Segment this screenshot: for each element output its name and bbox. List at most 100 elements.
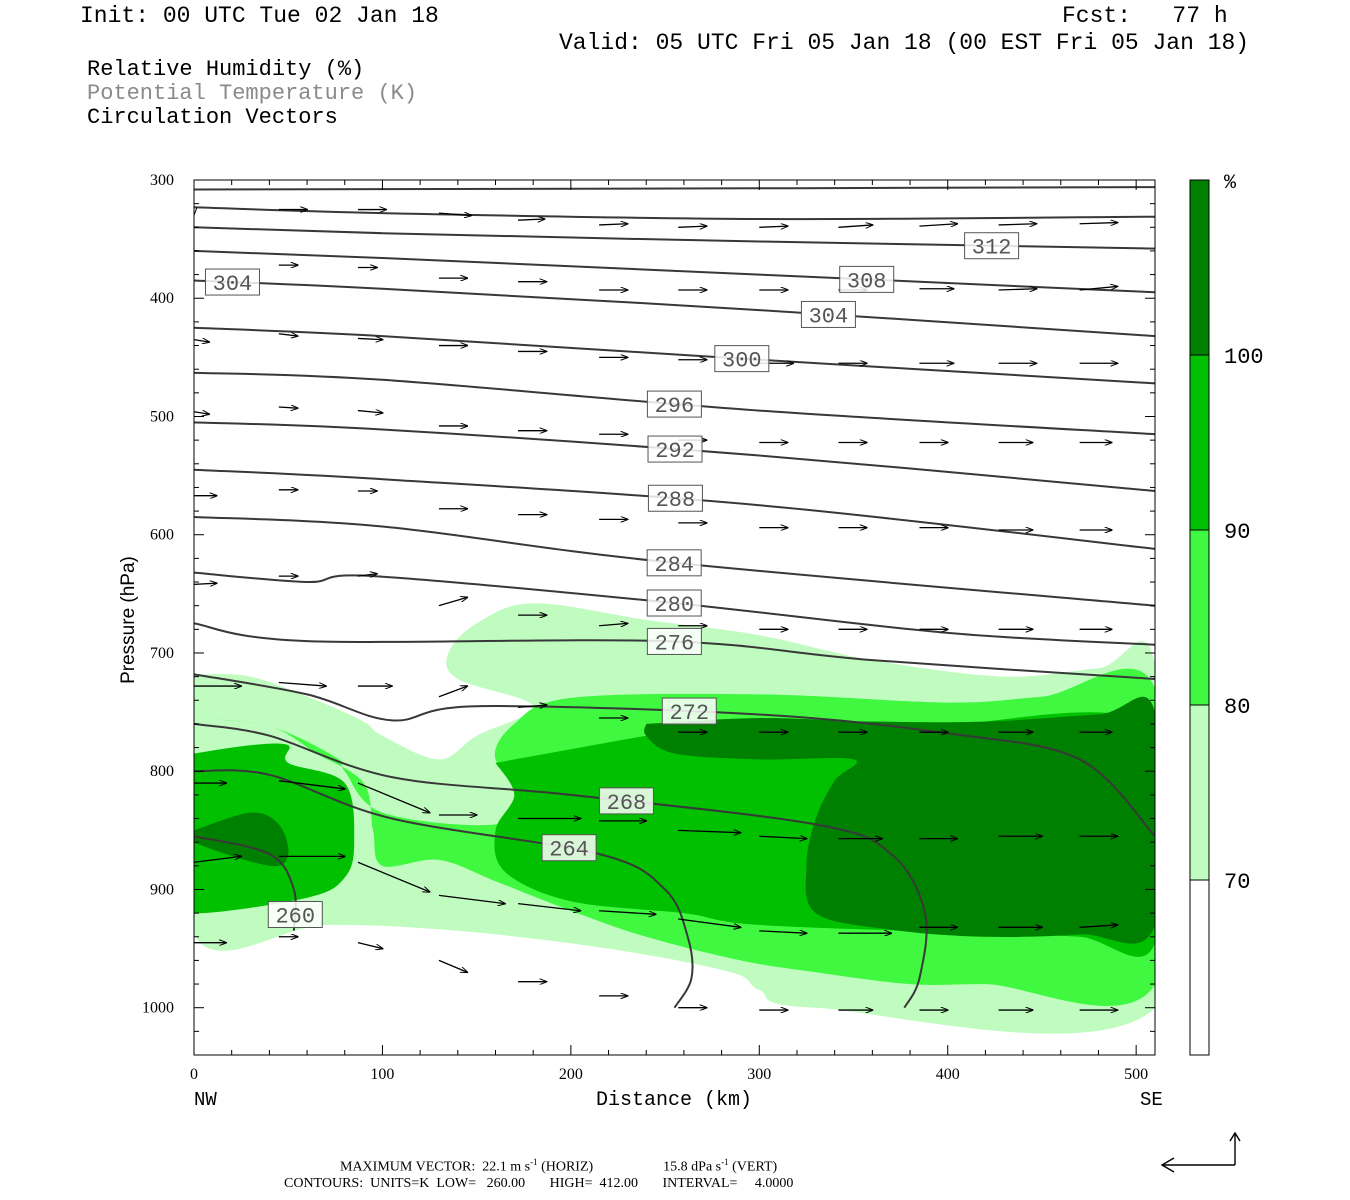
isentrope-280 xyxy=(194,571,1155,646)
circulation-vector xyxy=(518,219,544,220)
isentrope-label-280: 280 xyxy=(646,589,702,618)
plot-frame xyxy=(193,179,1156,1056)
isentrope-label-text: 304 xyxy=(213,272,253,297)
circulation-vector xyxy=(278,780,345,789)
y-tick-label: 600 xyxy=(150,527,174,544)
circulation-vector xyxy=(357,411,382,413)
max-vector-horiz-value: MAXIMUM VECTOR: 22.1 m s xyxy=(340,1159,531,1175)
isentrope-label-300: 300 xyxy=(714,345,770,374)
isentrope-label-text: 264 xyxy=(549,838,589,863)
rh-region-100 xyxy=(644,696,1155,944)
isentrope-label-box xyxy=(714,345,770,373)
vert-label: (VERT) xyxy=(728,1159,778,1175)
left-direction-label: NW xyxy=(194,1089,217,1111)
y-tick-label: 400 xyxy=(150,290,174,307)
isentrope-label-304: 304 xyxy=(204,268,260,297)
circulation-vector xyxy=(759,226,787,227)
isentrope-label-box xyxy=(647,435,703,463)
isentrope-label-box xyxy=(964,232,1020,260)
isentrope-300 xyxy=(194,326,1155,385)
isentrope-label-box xyxy=(646,627,702,655)
circulation-vector xyxy=(678,226,706,227)
circulation-vector xyxy=(599,224,627,225)
isentrope-label-296: 296 xyxy=(646,390,702,419)
x-tick-label: 200 xyxy=(559,1066,583,1083)
isentrope-308 xyxy=(194,249,1155,294)
circulation-vector xyxy=(838,225,872,227)
circulation-vector xyxy=(278,334,298,336)
isentrope-label-272: 272 xyxy=(661,697,717,726)
isentrope-label-text: 272 xyxy=(669,701,709,726)
right-direction-label: SE xyxy=(1140,1089,1163,1111)
x-tick-label: 400 xyxy=(936,1066,960,1083)
exponent: -1 xyxy=(721,1157,729,1167)
circulation-vector xyxy=(759,931,806,933)
isentrope-264 xyxy=(194,769,694,1009)
isentrope-label-box xyxy=(541,834,597,862)
isentrope-label-text: 280 xyxy=(654,593,694,618)
y-tick-label: 500 xyxy=(150,408,174,425)
exponent: -1 xyxy=(530,1157,538,1167)
circulation-vector xyxy=(678,830,740,832)
isentrope-label-box xyxy=(646,390,702,418)
circulation-vector xyxy=(194,340,209,342)
y-axis-label: Pressure (hPa) xyxy=(118,556,139,684)
isentrope-label-308: 308 xyxy=(839,265,895,294)
circulation-vector xyxy=(357,782,430,813)
circulation-vector xyxy=(1079,223,1118,224)
init-time: Init: 00 UTC Tue 02 Jan 18 xyxy=(80,3,439,29)
isentrope-268 xyxy=(194,722,928,1009)
circulation-vector xyxy=(357,574,377,576)
isentrope-304 xyxy=(194,279,1155,338)
isentrope-label-box xyxy=(839,265,895,293)
isentrope-label-text: 304 xyxy=(809,304,849,329)
x-tick-label: 0 xyxy=(190,1066,198,1083)
colorbar-swatch xyxy=(1189,529,1210,706)
isentrope-label-text: 296 xyxy=(655,394,695,419)
axes: 300 400 500 600 700 800 900 1000 0 100 200 300 400 50… xyxy=(142,172,1155,1083)
circulation-vector xyxy=(678,918,740,927)
x-axis-label: Distance (km) xyxy=(596,1089,752,1112)
circulation-vector xyxy=(357,338,382,339)
circulation-vector xyxy=(599,623,627,625)
circulation-vector xyxy=(357,861,430,892)
isentrope-label-text: 312 xyxy=(972,236,1012,261)
isentrope-label-box xyxy=(267,900,323,928)
colorbar: % 70 80 90 100 xyxy=(1189,172,1264,1056)
isentrope-label-text: 308 xyxy=(847,269,887,294)
isentrope-label-text: 292 xyxy=(655,439,695,464)
valid-time: Valid: 05 UTC Fri 05 Jan 18 (00 EST Fri … xyxy=(559,30,1250,56)
isentrope-label-box xyxy=(800,300,856,328)
circulation-vector xyxy=(278,681,326,687)
circulation-vector xyxy=(599,910,656,915)
y-tick-label: 1000 xyxy=(142,1000,174,1017)
circulation-vector xyxy=(194,583,217,584)
footer-max-vector: MAXIMUM VECTOR: 22.1 m s-1 (HORIZ) 15.8 d… xyxy=(340,1157,777,1176)
isentrope-label-box xyxy=(646,589,702,617)
colorbar-swatch xyxy=(1189,354,1210,531)
isentrope-296 xyxy=(194,371,1155,436)
circulation-vector xyxy=(194,856,241,863)
colorbar-level-label: 90 xyxy=(1224,520,1250,545)
isentrope-label-text: 288 xyxy=(656,488,696,513)
isentrope-label-312: 312 xyxy=(964,232,1020,261)
circulation-vector xyxy=(438,213,471,215)
colorbar-swatch xyxy=(1189,879,1210,1056)
circulation-vectors xyxy=(194,210,1117,1011)
colorbar-level-label: 70 xyxy=(1224,870,1250,895)
circulation-vector xyxy=(194,412,209,414)
isentrope-288 xyxy=(194,468,1155,550)
y-tick-label: 300 xyxy=(150,172,174,189)
isentrope-label-276: 276 xyxy=(646,627,702,656)
y-tick-label: 800 xyxy=(150,763,174,780)
x-tick-label: 300 xyxy=(747,1066,771,1083)
isentrope-316 xyxy=(194,206,1155,221)
colorbar-level-label: 100 xyxy=(1224,345,1264,370)
circulation-vector xyxy=(1079,286,1118,291)
circulation-vector xyxy=(357,942,382,949)
colorbar-swatch xyxy=(1189,179,1210,356)
isentrope-292 xyxy=(194,421,1155,492)
isentrope-label-text: 276 xyxy=(655,631,695,656)
max-vector-vert-value: 15.8 dPa s xyxy=(663,1159,722,1175)
isentrope-label-264: 264 xyxy=(541,834,597,863)
